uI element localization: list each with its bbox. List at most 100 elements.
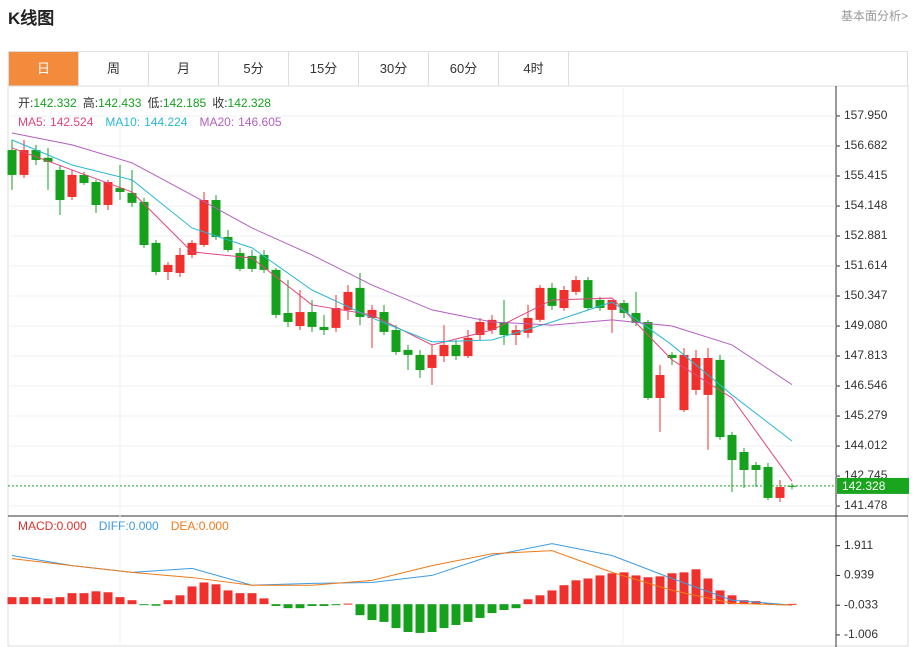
macd-bar — [319, 604, 329, 607]
macd-bar — [499, 604, 509, 610]
legend-value: 0.000 — [129, 519, 159, 533]
period-tab[interactable]: 4时 — [499, 52, 569, 86]
y-tick-label: 156.682 — [844, 138, 888, 152]
candle-body — [31, 150, 41, 160]
macd-bar — [487, 604, 497, 614]
candle-body — [463, 337, 473, 357]
candle-body — [271, 269, 281, 315]
candle-body — [439, 344, 449, 357]
macd-bar — [415, 604, 425, 633]
candle-body — [7, 150, 17, 175]
chart-frame — [7, 85, 909, 647]
macd-bar — [271, 604, 281, 607]
macd-bar — [571, 580, 581, 605]
macd-bar — [391, 604, 401, 629]
candle-body — [367, 309, 377, 318]
candle-body — [127, 192, 137, 203]
candle-body — [523, 317, 533, 333]
candle-body — [55, 169, 65, 201]
macd-bar — [463, 604, 473, 622]
legend-name: MA10: — [105, 115, 140, 129]
candle-body — [403, 349, 413, 355]
y-tick-label: 146.546 — [844, 378, 888, 392]
period-tab[interactable]: 30分 — [359, 52, 429, 86]
macd-bar — [547, 590, 557, 605]
ohlc-name: 收: — [212, 96, 227, 110]
macd-bar — [55, 597, 65, 605]
candle-body — [607, 299, 617, 310]
candle-body — [223, 236, 233, 250]
macd-bar — [259, 598, 269, 605]
candle-body — [643, 321, 653, 399]
candle-body — [583, 280, 593, 309]
macd-bar — [607, 573, 617, 605]
legend-value: 142.524 — [50, 115, 94, 129]
macd-bar — [583, 578, 593, 605]
macd-bar — [295, 604, 305, 609]
candle-body — [679, 354, 689, 411]
candle-body — [79, 174, 89, 183]
macd-bar — [223, 590, 233, 605]
candle-body — [751, 465, 761, 471]
candle-body — [43, 157, 53, 162]
candle-body — [235, 253, 245, 269]
macd-bar — [343, 603, 353, 605]
candle-body — [595, 299, 605, 309]
candle-body — [391, 330, 401, 353]
legend-name: DEA: — [171, 519, 199, 533]
y-tick-label: 145.279 — [844, 408, 888, 422]
candle-body — [475, 321, 485, 336]
macd-bar — [67, 593, 77, 605]
macd-bar — [655, 576, 665, 605]
indicator-line — [11, 139, 793, 442]
y-tick-label: 144.012 — [844, 438, 888, 452]
period-tab[interactable]: 周 — [79, 52, 149, 86]
candle-body — [547, 287, 557, 306]
macd-bar — [439, 604, 449, 629]
macd-legend: MACD:0.000 DIFF:0.000 DEA:0.000 — [18, 519, 229, 533]
y-tick-label: 147.813 — [844, 348, 888, 362]
macd-bar — [307, 604, 317, 607]
macd-bar — [91, 591, 101, 605]
macd-bar — [475, 604, 485, 618]
candle-body — [19, 150, 29, 175]
indicator-line — [11, 543, 793, 606]
candle-body — [691, 357, 701, 390]
ohlc-value: 142.332 — [33, 96, 77, 110]
macd-bar — [511, 604, 521, 609]
candle-body — [487, 319, 497, 331]
y-tick-label: 157.950 — [844, 108, 888, 122]
candle-body — [211, 200, 221, 237]
macd-bar — [403, 604, 413, 633]
macd-bar — [115, 597, 125, 605]
macd-bar — [559, 585, 569, 605]
period-tab[interactable]: 5分 — [219, 52, 289, 86]
ohlc-name: 低: — [147, 96, 162, 110]
period-tab[interactable]: 月 — [149, 52, 219, 86]
period-tab[interactable]: 日 — [9, 52, 79, 86]
ohlc-value: 142.433 — [98, 96, 142, 110]
candle-body — [199, 200, 209, 246]
candle-body — [175, 254, 185, 273]
candle-body — [655, 375, 665, 399]
candle-body — [295, 312, 305, 327]
period-tab[interactable]: 60分 — [429, 52, 499, 86]
candle-body — [355, 287, 365, 318]
macd-bar — [595, 575, 605, 605]
y-tick-label: 141.478 — [844, 498, 888, 512]
macd-bar — [355, 604, 365, 616]
indicator-line — [11, 550, 793, 606]
candle-body — [559, 290, 569, 309]
candle-body — [379, 312, 389, 332]
macd-bar — [19, 597, 29, 605]
candle-body — [139, 201, 149, 246]
candle-body — [247, 255, 257, 269]
y-tick-label: 151.614 — [844, 258, 888, 272]
period-tab[interactable]: 15分 — [289, 52, 359, 86]
analysis-link[interactable]: 基本面分析> — [840, 9, 908, 23]
ohlc-name: 开: — [18, 96, 33, 110]
macd-bar — [379, 604, 389, 622]
macd-bar — [523, 599, 533, 605]
